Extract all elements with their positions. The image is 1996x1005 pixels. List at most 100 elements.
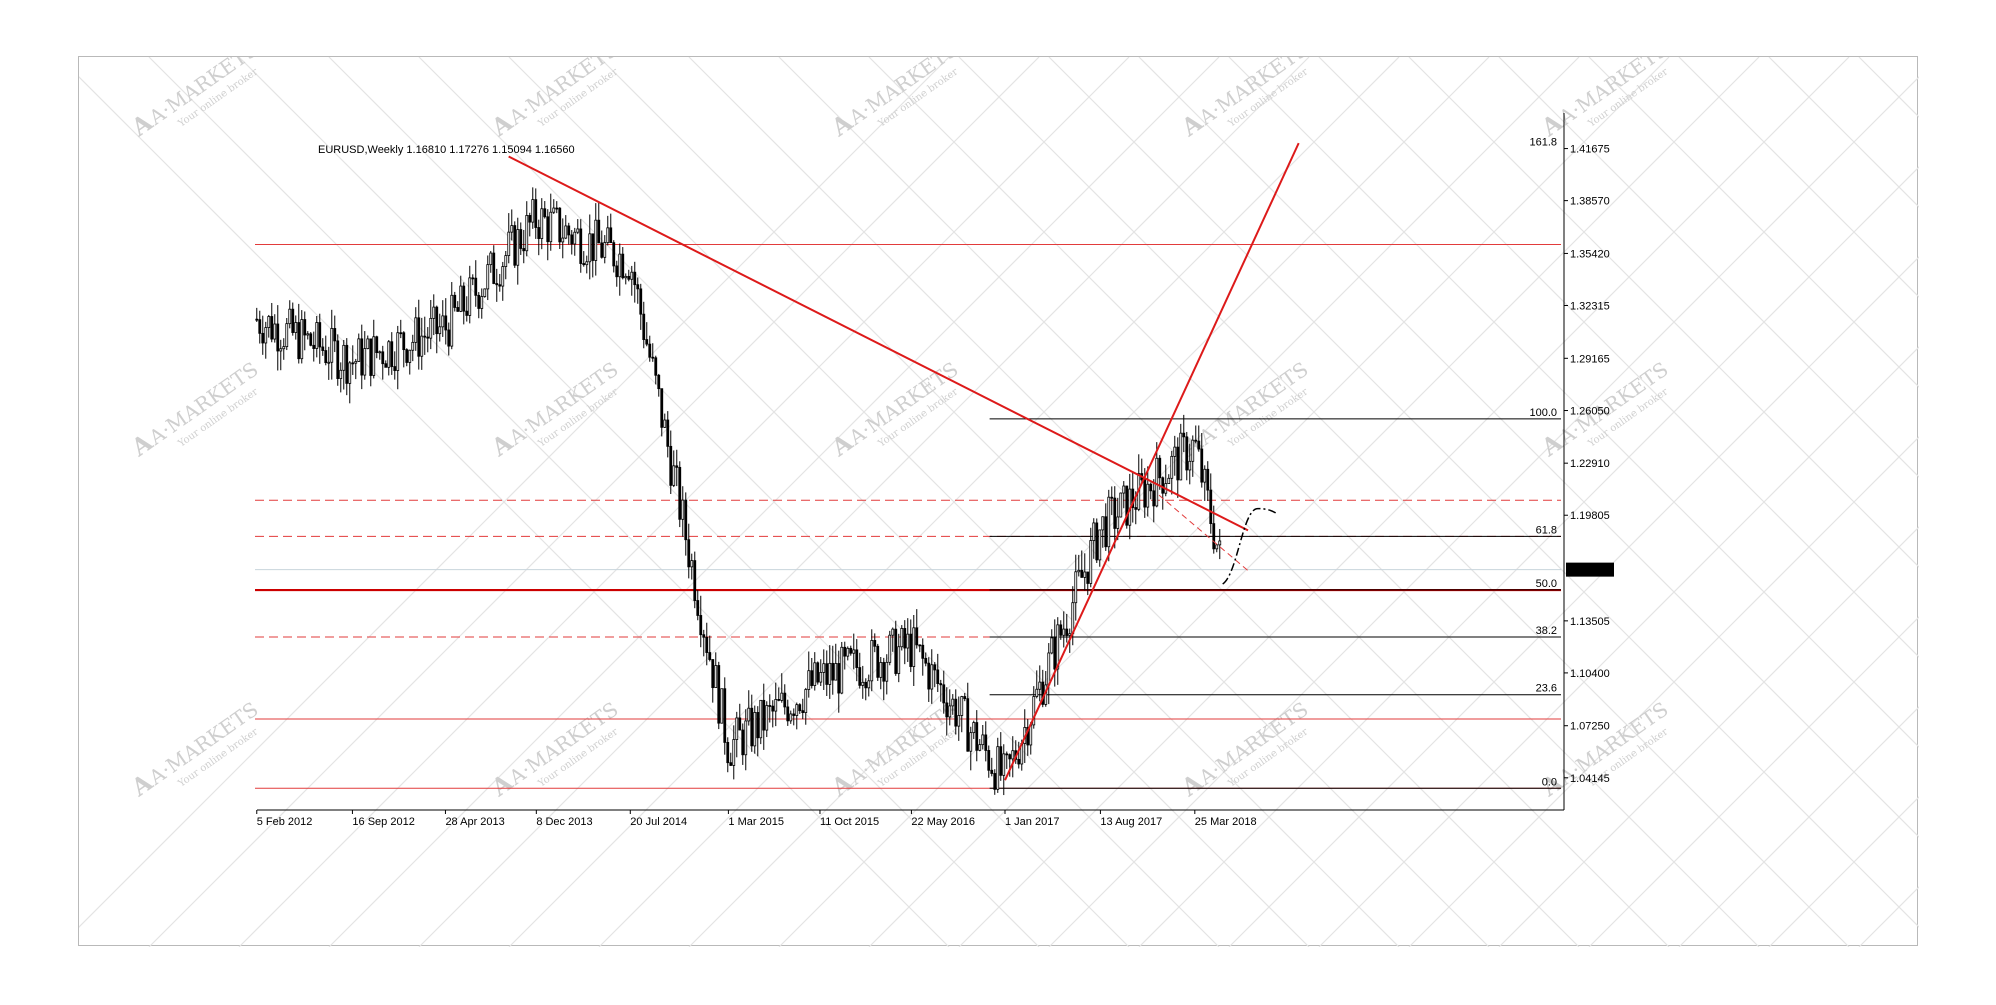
- candle-body: [330, 328, 334, 363]
- current-price-badge: [1566, 562, 1614, 577]
- candle-body: [363, 348, 367, 376]
- candle-body: [1209, 489, 1213, 525]
- candle-body: [708, 652, 712, 660]
- candle-body: [687, 539, 691, 568]
- candle-body: [501, 266, 505, 287]
- candle-body: [399, 332, 403, 335]
- candle-body: [864, 681, 868, 689]
- candle-body: [912, 627, 916, 667]
- candle-body: [741, 729, 745, 756]
- candle-body: [705, 636, 709, 653]
- candle-body: [876, 645, 880, 678]
- candle-body: [264, 327, 268, 344]
- candle-body: [579, 228, 583, 264]
- candle-body: [546, 216, 550, 243]
- watermark-line: [1048, 76, 1919, 947]
- candle-body: [516, 229, 520, 266]
- watermark-line: [79, 57, 950, 928]
- candle-body: [1017, 758, 1021, 765]
- candle-body: [609, 227, 613, 244]
- candle-body: [312, 344, 316, 349]
- candle-body: [594, 219, 598, 261]
- candle-body: [510, 225, 514, 233]
- fib-label: 38.2: [1536, 625, 1557, 637]
- candle-body: [408, 349, 412, 363]
- candle-body: [414, 317, 418, 343]
- candle-body: [342, 344, 346, 371]
- candle-body: [1074, 571, 1078, 604]
- watermark-line: [1588, 616, 1919, 947]
- candle-body: [1113, 497, 1117, 529]
- candle-body: [1203, 468, 1207, 483]
- candle-body: [612, 242, 616, 267]
- candle-body: [714, 665, 718, 689]
- candle-body: [1077, 569, 1081, 573]
- candle-body: [627, 275, 631, 280]
- candle-body: [774, 699, 778, 712]
- time-tick-label: 16 Sep 2012: [352, 816, 414, 828]
- candle-body: [660, 388, 664, 428]
- candle-body: [1134, 507, 1138, 510]
- projection-path: [1222, 507, 1279, 585]
- candle-body: [402, 332, 406, 351]
- watermark-line: [1678, 706, 1919, 947]
- candle-body: [936, 669, 940, 684]
- price-tick-label: 1.07250: [1570, 721, 1610, 733]
- candle-body: [261, 332, 265, 344]
- trendlines: [508, 142, 1300, 781]
- candle-body: [843, 646, 847, 657]
- candle-body: [846, 647, 850, 657]
- candle-body: [474, 277, 478, 296]
- fib-label: 100.0: [1529, 407, 1557, 419]
- candle-body: [996, 746, 1000, 790]
- candle-body: [684, 499, 688, 541]
- candle-body: [495, 283, 499, 286]
- price-tick-label: 1.32315: [1570, 300, 1610, 312]
- candle-body: [552, 207, 556, 213]
- candle-body: [606, 227, 610, 243]
- candle-body: [318, 322, 322, 348]
- candle-body: [963, 696, 967, 700]
- candle-body: [387, 341, 391, 368]
- watermark-line: [1138, 57, 1919, 838]
- candle-body: [618, 253, 622, 278]
- candle-body: [1068, 633, 1072, 636]
- watermark-line: [1048, 57, 1919, 928]
- candle-body: [750, 707, 754, 747]
- trendline: [1004, 142, 1300, 781]
- candle-body: [801, 710, 805, 713]
- candle-body: [798, 704, 802, 712]
- price-tick-label: 1.19805: [1570, 510, 1610, 522]
- candle-body: [918, 644, 922, 647]
- candle-body: [765, 705, 769, 731]
- watermark-line: [1768, 57, 1919, 208]
- candle-body: [1197, 440, 1201, 450]
- candle-body: [675, 465, 679, 468]
- candle-body: [855, 649, 859, 668]
- candle-body: [621, 253, 625, 279]
- candle-body: [576, 228, 580, 233]
- candle-body: [324, 350, 328, 364]
- price-tick-label: 1.13505: [1570, 616, 1610, 628]
- candle-body: [630, 271, 634, 280]
- candle-body: [267, 316, 271, 328]
- candle-body: [654, 357, 658, 376]
- candle-body: [1095, 522, 1099, 561]
- candle-body: [396, 332, 400, 371]
- candle-body: [420, 335, 424, 357]
- candle-body: [1179, 432, 1183, 481]
- candle-body: [924, 657, 928, 664]
- candle-body: [849, 647, 853, 654]
- candle-body: [438, 326, 442, 335]
- candle-body: [282, 346, 286, 350]
- watermark-brand: A·MARKETS: [144, 57, 263, 130]
- chart-frame: A A·MARKETS Your online broker A A·MARKETS Yo…: [78, 56, 1919, 947]
- candle-body: [432, 306, 436, 319]
- candle-body: [636, 284, 640, 290]
- watermark-line: [1858, 57, 1919, 118]
- candle-body: [987, 750, 991, 771]
